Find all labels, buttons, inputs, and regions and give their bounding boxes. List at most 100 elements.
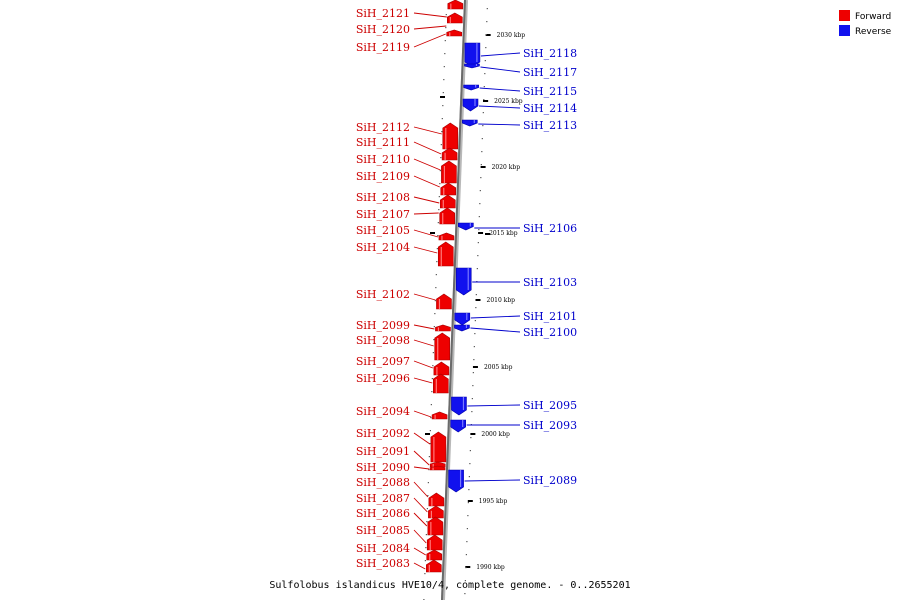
forward-gene-pointer (413, 141, 442, 155)
forward-gene-label[interactable]: SiH_2109 (356, 170, 410, 183)
reverse-gene-label[interactable]: SiH_2103 (523, 276, 577, 289)
forward-gene-label[interactable]: SiH_2096 (356, 372, 410, 385)
reverse-gene-label[interactable]: SiH_2113 (523, 119, 577, 132)
forward-gene-label[interactable]: SiH_2092 (356, 427, 410, 440)
forward-gene-label[interactable]: SiH_2119 (356, 41, 410, 54)
forward-gene-label[interactable]: SiH_2091 (356, 445, 410, 458)
reverse-gene-label[interactable]: SiH_2101 (523, 310, 577, 323)
locus-marker (440, 96, 445, 98)
reverse-gene-arrow[interactable] (464, 63, 480, 69)
forward-gene-arrow[interactable] (435, 324, 451, 332)
reverse-gene-label[interactable]: SiH_2118 (523, 47, 577, 60)
reverse-gene-arrow[interactable] (455, 267, 472, 296)
forward-gene-arrow[interactable] (427, 516, 444, 536)
forward-gene-arrow[interactable] (438, 232, 455, 241)
scale-dot (471, 398, 473, 400)
reverse-gene-arrow[interactable] (454, 312, 471, 326)
reverse-gene-arrow[interactable] (458, 222, 474, 231)
forward-gene-label[interactable]: SiH_2111 (356, 136, 410, 149)
forward-gene-label[interactable]: SiH_2090 (356, 461, 410, 474)
forward-gene-label[interactable]: SiH_2099 (356, 319, 410, 332)
scale-dot (472, 372, 474, 374)
forward-gene-label[interactable]: SiH_2120 (356, 23, 410, 36)
forward-gene-arrow[interactable] (446, 29, 463, 37)
scale-dot (431, 378, 433, 380)
reverse-gene-label[interactable]: SiH_2117 (523, 66, 577, 79)
scale-dot (442, 105, 444, 107)
scale-dot (465, 554, 467, 556)
forward-gene-pointer (413, 126, 442, 135)
forward-gene-arrow[interactable] (428, 505, 444, 519)
reverse-gene-label[interactable]: SiH_2100 (523, 326, 577, 339)
reverse-gene-label[interactable]: SiH_2114 (523, 102, 577, 115)
reverse-gene-label[interactable]: SiH_2095 (523, 399, 577, 412)
scale-dot (441, 118, 443, 120)
reverse-gene-arrow[interactable] (464, 42, 481, 68)
forward-gene-arrow[interactable] (441, 160, 457, 184)
forward-gene-label[interactable]: SiH_2084 (356, 542, 410, 555)
forward-gene-arrow[interactable] (433, 361, 450, 376)
reverse-gene-pointer (480, 66, 521, 73)
legend: Forward Reverse (839, 10, 892, 37)
forward-gene-arrow[interactable] (429, 465, 446, 471)
forward-gene-label[interactable]: SiH_2094 (356, 405, 410, 418)
reverse-gene-label[interactable]: SiH_2093 (523, 419, 577, 432)
reverse-gene-label[interactable]: SiH_2089 (523, 474, 577, 487)
scale-dot (438, 196, 440, 198)
forward-gene-arrow[interactable] (436, 293, 452, 310)
reverse-gene-arrow[interactable] (451, 396, 467, 416)
forward-gene-arrow[interactable] (431, 411, 448, 420)
forward-gene-arrow[interactable] (426, 549, 443, 561)
forward-gene-pointer (413, 512, 428, 527)
scale-dot (436, 248, 438, 250)
forward-gene-label[interactable]: SiH_2083 (356, 557, 410, 570)
forward-gene-pointer (413, 497, 428, 513)
forward-gene-label[interactable]: SiH_2112 (356, 121, 410, 134)
scale-dot (480, 177, 482, 179)
forward-gene-label[interactable]: SiH_2104 (356, 241, 410, 254)
forward-gene-label[interactable]: SiH_2098 (356, 334, 410, 347)
forward-gene-arrow[interactable] (430, 431, 447, 463)
forward-gene-arrow[interactable] (447, 12, 463, 24)
forward-gene-label[interactable]: SiH_2085 (356, 524, 410, 537)
reverse-gene-label[interactable]: SiH_2106 (523, 222, 577, 235)
reverse-gene-pointer (470, 315, 521, 319)
forward-gene-label[interactable]: SiH_2110 (356, 153, 410, 166)
reverse-gene-arrow[interactable] (462, 98, 479, 112)
forward-gene-arrow[interactable] (428, 492, 445, 507)
reverse-gene-arrow[interactable] (448, 469, 464, 493)
forward-gene-arrow[interactable] (426, 534, 443, 551)
forward-gene-arrow[interactable] (440, 182, 457, 196)
forward-gene-label[interactable]: SiH_2097 (356, 355, 410, 368)
forward-gene-label[interactable]: SiH_2088 (356, 476, 410, 489)
forward-gene-arrow[interactable] (441, 147, 458, 161)
forward-gene-arrow[interactable] (447, 0, 464, 10)
reverse-gene-arrow[interactable] (454, 324, 470, 332)
forward-gene-arrow[interactable] (439, 194, 456, 209)
reverse-gene-arrow[interactable] (450, 419, 466, 433)
reverse-gene-arrow[interactable] (463, 84, 479, 91)
scale-tick-label: 2020 kbp (492, 164, 521, 171)
scale-dot (430, 417, 432, 419)
reverse-gene-arrow[interactable] (461, 119, 478, 127)
forward-gene-label[interactable]: SiH_2086 (356, 507, 410, 520)
forward-gene-arrow[interactable] (437, 241, 454, 267)
forward-gene-label[interactable]: SiH_2108 (356, 191, 410, 204)
reverse-gene-label[interactable]: SiH_2115 (523, 85, 577, 98)
scale-dot (445, 14, 447, 16)
forward-gene-pointer (413, 466, 430, 470)
forward-gene-pointer (413, 229, 439, 238)
forward-gene-arrow[interactable] (433, 373, 449, 394)
forward-gene-arrow[interactable] (434, 332, 451, 361)
scale-dot (428, 456, 430, 458)
forward-gene-arrow[interactable] (426, 559, 442, 573)
forward-gene-label[interactable]: SiH_2102 (356, 288, 410, 301)
scale-dot (441, 131, 443, 133)
forward-gene-label[interactable]: SiH_2087 (356, 492, 410, 505)
scale-dot (433, 326, 435, 328)
forward-gene-label[interactable]: SiH_2105 (356, 224, 410, 237)
forward-gene-label[interactable]: SiH_2121 (356, 7, 410, 20)
forward-gene-arrow[interactable] (439, 207, 456, 225)
forward-gene-label[interactable]: SiH_2107 (356, 208, 410, 221)
forward-gene-arrow[interactable] (442, 122, 459, 150)
